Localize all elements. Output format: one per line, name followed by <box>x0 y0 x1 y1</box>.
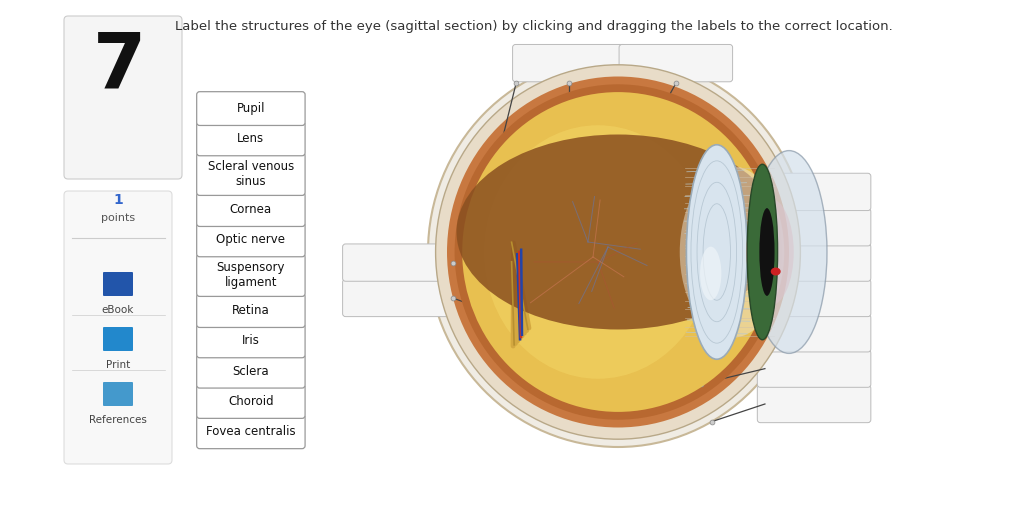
Ellipse shape <box>700 246 721 300</box>
FancyBboxPatch shape <box>103 272 133 296</box>
Text: 7: 7 <box>93 30 146 104</box>
Ellipse shape <box>435 65 801 439</box>
Text: Choroid: Choroid <box>228 395 273 408</box>
FancyBboxPatch shape <box>620 44 732 82</box>
FancyBboxPatch shape <box>758 209 870 246</box>
Text: Scleral venous
sinus: Scleral venous sinus <box>208 160 294 188</box>
Ellipse shape <box>457 134 779 329</box>
Ellipse shape <box>746 198 794 306</box>
Ellipse shape <box>751 150 827 354</box>
FancyBboxPatch shape <box>197 92 305 125</box>
FancyBboxPatch shape <box>197 223 305 257</box>
Ellipse shape <box>748 164 777 340</box>
FancyBboxPatch shape <box>197 355 305 388</box>
FancyBboxPatch shape <box>197 122 305 156</box>
Ellipse shape <box>686 145 748 359</box>
Text: Retina: Retina <box>232 304 269 317</box>
Ellipse shape <box>447 76 790 428</box>
FancyBboxPatch shape <box>513 44 626 82</box>
Text: Pupil: Pupil <box>237 102 265 115</box>
Text: References: References <box>89 415 146 425</box>
Text: points: points <box>101 213 135 223</box>
Text: Cornea: Cornea <box>229 203 272 216</box>
Text: eBook: eBook <box>101 305 134 315</box>
FancyBboxPatch shape <box>758 244 870 281</box>
FancyBboxPatch shape <box>758 279 870 317</box>
Text: Fovea centralis: Fovea centralis <box>206 425 296 438</box>
FancyBboxPatch shape <box>197 324 305 358</box>
Text: Suspensory
ligament: Suspensory ligament <box>217 261 285 289</box>
Ellipse shape <box>771 268 780 276</box>
FancyBboxPatch shape <box>103 382 133 406</box>
Ellipse shape <box>484 125 712 379</box>
FancyBboxPatch shape <box>343 244 456 281</box>
FancyBboxPatch shape <box>758 315 870 352</box>
FancyBboxPatch shape <box>343 279 456 317</box>
FancyBboxPatch shape <box>103 327 133 351</box>
FancyBboxPatch shape <box>197 254 305 296</box>
Text: 1: 1 <box>113 193 123 207</box>
Text: Print: Print <box>105 360 130 370</box>
FancyBboxPatch shape <box>758 173 870 211</box>
FancyBboxPatch shape <box>63 16 182 179</box>
Text: Optic nerve: Optic nerve <box>216 233 286 246</box>
Ellipse shape <box>455 84 781 420</box>
Ellipse shape <box>428 57 808 447</box>
Text: Iris: Iris <box>242 334 260 347</box>
FancyBboxPatch shape <box>197 415 305 448</box>
Text: Label the structures of the eye (sagittal section) by clicking and dragging the : Label the structures of the eye (sagitta… <box>175 20 893 33</box>
Text: Sclera: Sclera <box>232 365 269 378</box>
FancyBboxPatch shape <box>197 193 305 226</box>
Ellipse shape <box>462 92 774 412</box>
FancyBboxPatch shape <box>758 350 870 387</box>
FancyBboxPatch shape <box>758 385 870 423</box>
FancyBboxPatch shape <box>63 191 172 464</box>
Text: Lens: Lens <box>238 132 264 145</box>
FancyBboxPatch shape <box>197 294 305 327</box>
Ellipse shape <box>760 208 774 296</box>
FancyBboxPatch shape <box>197 153 305 195</box>
FancyBboxPatch shape <box>197 385 305 418</box>
Ellipse shape <box>680 166 784 338</box>
